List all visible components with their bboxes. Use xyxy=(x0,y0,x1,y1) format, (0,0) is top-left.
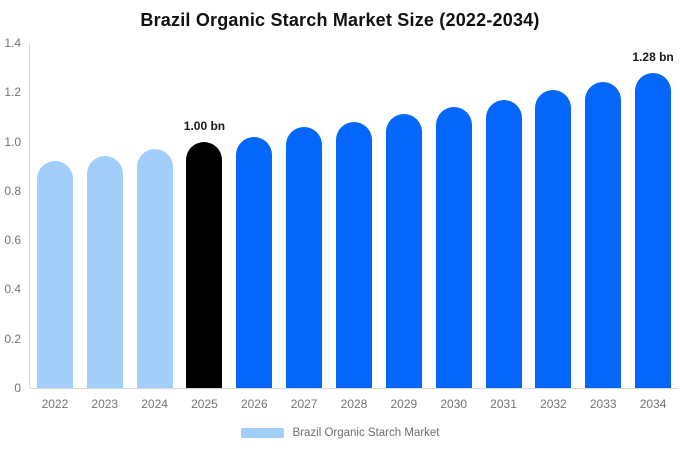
y-tick-label: 1.2 xyxy=(4,85,21,100)
x-tick-label: 2034 xyxy=(639,397,667,411)
x-tick-label: 2022 xyxy=(41,397,69,411)
chart-title: Brazil Organic Starch Market Size (2022-… xyxy=(140,10,540,30)
legend-swatch xyxy=(240,428,284,438)
bar-2027[interactable] xyxy=(286,126,323,388)
x-tick-label: 2031 xyxy=(490,397,517,411)
bar-2026[interactable] xyxy=(236,136,273,388)
y-tick-label: 0.8 xyxy=(4,183,21,198)
bar-2022[interactable] xyxy=(36,161,73,388)
x-tick-label: 2023 xyxy=(91,397,119,411)
y-tick-label: 0.2 xyxy=(4,331,21,346)
bar-value-label: 1.28 bn xyxy=(632,49,674,64)
x-tick-label: 2024 xyxy=(141,397,168,411)
bar-2033[interactable] xyxy=(585,82,622,388)
bar-2023[interactable] xyxy=(86,156,123,388)
legend-item[interactable]: Brazil Organic Starch Market xyxy=(0,425,680,441)
bar-2032[interactable] xyxy=(535,89,572,388)
x-axis-line xyxy=(30,388,678,389)
bar-2024[interactable] xyxy=(136,148,173,388)
y-tick-label: 1.4 xyxy=(4,36,21,50)
x-tick-label: 2030 xyxy=(440,397,468,411)
y-axis-line xyxy=(29,43,30,388)
x-tick-label: 2026 xyxy=(240,397,268,411)
bar-2025[interactable] xyxy=(186,141,223,388)
x-tick-label: 2027 xyxy=(290,397,318,411)
x-tick-label: 2029 xyxy=(390,397,418,411)
bar-2031[interactable] xyxy=(485,99,522,388)
x-tick-label: 2033 xyxy=(589,397,617,411)
x-tick-label: 2032 xyxy=(540,397,567,411)
bar-2030[interactable] xyxy=(435,107,472,388)
y-tick-label: 1.0 xyxy=(4,134,21,149)
x-tick-label: 2025 xyxy=(191,397,218,411)
bar-2034[interactable] xyxy=(635,72,672,388)
bar-value-label: 1.00 bn xyxy=(183,118,226,133)
y-tick-label: 0.6 xyxy=(4,233,21,248)
bar-2028[interactable] xyxy=(336,121,372,388)
x-tick-label: 2028 xyxy=(340,397,368,411)
y-tick-label: 0 xyxy=(14,381,21,395)
legend-label: Brazil Organic Starch Market xyxy=(292,427,440,439)
bar-2029[interactable] xyxy=(385,114,422,388)
y-tick-label: 0.4 xyxy=(4,282,21,297)
